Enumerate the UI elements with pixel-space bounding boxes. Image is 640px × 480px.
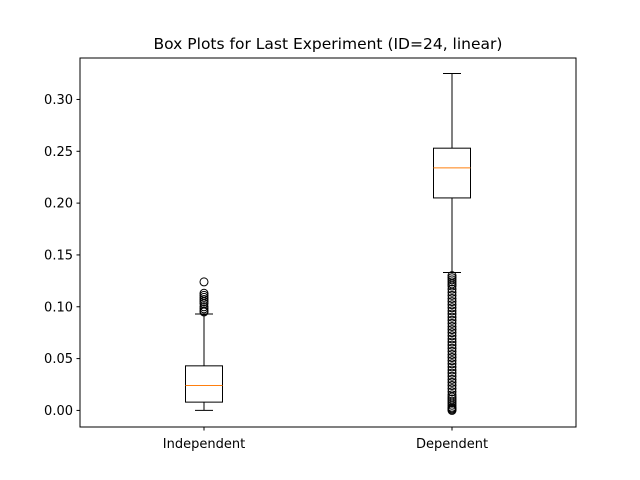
- outlier-point: [447, 318, 457, 328]
- outlier-point: [199, 306, 209, 316]
- y-tick-label: 0.20: [44, 197, 73, 212]
- chart-title: Box Plots for Last Experiment (ID=24, li…: [154, 35, 503, 53]
- box-iqr: [433, 147, 471, 199]
- y-tick-label: 0.15: [44, 248, 73, 263]
- outlier-point: [447, 394, 457, 404]
- outlier-point: [447, 343, 457, 353]
- outlier-point: [447, 371, 457, 381]
- outlier-point: [447, 306, 457, 316]
- outlier-point: [199, 302, 209, 312]
- plot-frame: [79, 57, 577, 428]
- outlier-point: [199, 292, 209, 302]
- axis-ticks: 0.00 0.05 0.10 0.15 0.20 0.25 0.30 Independent D…: [44, 93, 488, 452]
- outlier-point: [447, 315, 457, 325]
- x-tick-label: Independent: [163, 437, 245, 452]
- outlier-point: [447, 362, 457, 372]
- y-tick-label: 0.25: [44, 145, 73, 160]
- outlier-point: [447, 381, 457, 391]
- outlier-point: [447, 290, 457, 300]
- outlier-point: [447, 275, 457, 285]
- outlier-point: [447, 349, 457, 359]
- outlier-point: [447, 284, 457, 294]
- outlier-point: [447, 356, 457, 366]
- outlier-point: [447, 365, 457, 375]
- outlier-point: [447, 337, 457, 347]
- outlier-point: [447, 297, 457, 307]
- outlier-point: [447, 303, 457, 313]
- outlier-point: [447, 271, 457, 281]
- outlier-point: [447, 331, 457, 341]
- outlier-point: [447, 384, 457, 394]
- y-tick-label: 0.30: [44, 93, 73, 108]
- outlier-point: [447, 334, 457, 344]
- outlier-point: [447, 368, 457, 378]
- outlier-point: [447, 321, 457, 331]
- outlier-point: [199, 295, 209, 305]
- box-independent: [185, 277, 223, 411]
- outlier-point: [199, 304, 209, 314]
- outlier-point: [199, 277, 209, 287]
- outlier-point: [447, 353, 457, 363]
- outlier-point: [447, 309, 457, 319]
- y-tick-label: 0.00: [44, 404, 73, 419]
- outlier-point: [447, 346, 457, 356]
- y-tick-label: 0.10: [44, 300, 73, 315]
- outlier-point: [447, 390, 457, 400]
- outlier-point: [447, 325, 457, 335]
- outlier-point: [199, 288, 209, 298]
- outlier-point: [447, 340, 457, 350]
- outlier-point: [447, 277, 457, 287]
- outlier-point: [447, 374, 457, 384]
- outlier-point: [447, 312, 457, 322]
- outlier-point: [447, 377, 457, 387]
- outlier-point: [447, 328, 457, 338]
- box-iqr: [185, 365, 223, 403]
- outlier-point: [447, 300, 457, 310]
- box-series: [185, 73, 471, 415]
- outlier-point: [447, 359, 457, 369]
- x-tick-label: Dependent: [416, 437, 488, 452]
- outlier-point: [447, 396, 457, 406]
- outlier-point: [199, 290, 209, 300]
- box-dependent: [433, 73, 471, 415]
- y-tick-label: 0.05: [44, 352, 73, 367]
- outlier-point: [447, 293, 457, 303]
- outlier-point: [447, 387, 457, 397]
- outlier-point: [447, 273, 457, 283]
